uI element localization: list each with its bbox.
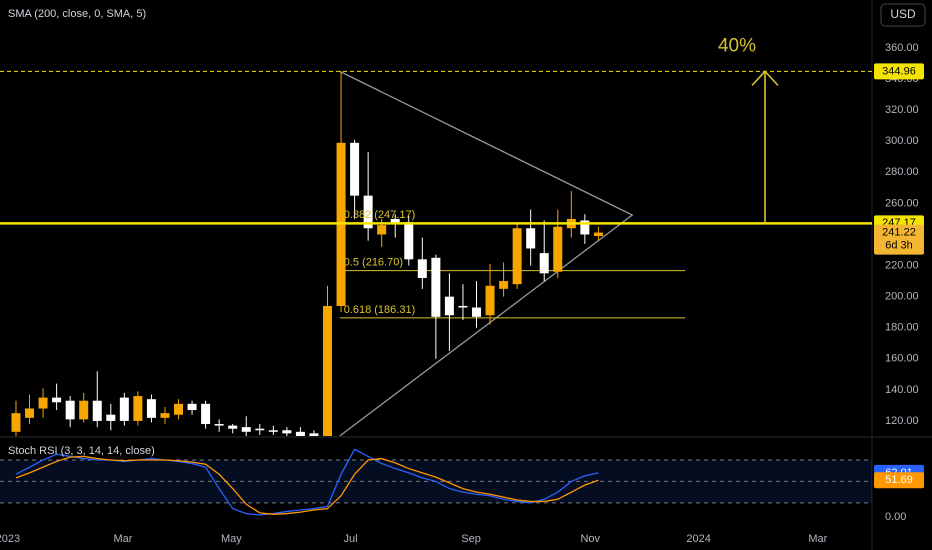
y-tick-label: 220.00 [885, 259, 919, 271]
x-tick-label: Mar [114, 533, 133, 545]
candle-body [38, 397, 48, 409]
currency-label[interactable]: USD [890, 7, 916, 21]
y-tick-label: 200.00 [885, 291, 919, 303]
countdown-label: 6d 3h [885, 239, 913, 251]
candle-body [512, 228, 522, 285]
candle-body [458, 305, 468, 308]
candle-body [499, 281, 509, 289]
candle-body [323, 305, 333, 436]
price-label-box [874, 63, 924, 80]
last-price-label: 241.22 [882, 226, 916, 238]
candle-body [471, 307, 481, 317]
candle-body [52, 397, 62, 403]
currency-button[interactable] [880, 3, 926, 27]
fib-label: 0.618 (186.31) [344, 304, 416, 316]
candle-body [25, 408, 35, 418]
candle-body [526, 228, 536, 249]
candle-body [431, 257, 441, 317]
candle-body [390, 218, 400, 224]
y-tick-label: 360.00 [885, 42, 919, 54]
candle-body [593, 232, 603, 237]
x-tick-label: 2024 [686, 533, 710, 545]
candle-body [146, 399, 156, 418]
target-label: 40% [718, 35, 756, 56]
triangle [339, 70, 634, 436]
candle-body [255, 428, 265, 431]
candle-body [11, 413, 21, 432]
candle-body [106, 414, 116, 421]
candle-body [228, 425, 238, 429]
y-tick-label: 320.00 [885, 104, 919, 116]
candle-body [65, 400, 75, 420]
x-tick-label: Mar [808, 533, 827, 545]
y-tick-label: 260.00 [885, 197, 919, 209]
candle-body [580, 220, 590, 235]
x-tick-label: May [221, 533, 242, 545]
candle-body [553, 226, 563, 272]
candle-body [79, 400, 89, 420]
x-tick-label: Sep [461, 533, 481, 545]
candle-body [201, 403, 211, 425]
candle-body [133, 396, 143, 421]
candle-body [187, 403, 197, 411]
x-tick-label: Nov [580, 533, 600, 545]
candle-body [377, 225, 387, 235]
y-tick-label: 280.00 [885, 166, 919, 178]
candle-body [282, 430, 292, 434]
price-label: 344.96 [882, 65, 916, 77]
candle-body [350, 142, 360, 196]
candle-body [444, 296, 454, 316]
price-pane: 0.382 (247.17) 0.5 (216.70) 0.618 (186.31)… [0, 35, 872, 436]
value-label-box [874, 472, 924, 489]
candle-body [309, 433, 319, 436]
indicator-label: SMA (200, close, 0, SMA, 5) [8, 8, 146, 20]
candle-body [417, 259, 427, 278]
candle-body [363, 195, 373, 229]
candle-body [119, 397, 129, 421]
x-tick-label: 2023 [0, 533, 20, 545]
candle-body [539, 253, 549, 274]
last-price-box [874, 224, 924, 255]
y-tick-label: 160.00 [885, 353, 919, 365]
x-tick-label: Jul [344, 533, 358, 545]
value-label: 51.69 [885, 474, 913, 486]
candle-body [404, 222, 414, 260]
stoch-line [15, 455, 599, 515]
candle-body [174, 403, 184, 415]
fib-label: 0.5 (216.70) [344, 257, 403, 269]
candle-body [295, 431, 305, 436]
stoch-pane [0, 448, 872, 516]
candle-body [268, 430, 278, 432]
candle-body [485, 285, 495, 316]
y-tick-label: 300.00 [885, 135, 919, 147]
y-tick-label: 140.00 [885, 384, 919, 396]
y-tick-label: 0.00 [885, 511, 906, 523]
candle-body [241, 427, 251, 432]
y-tick-label: 120.00 [885, 415, 919, 427]
overlay: 120.00140.00160.00180.00200.00220.00240.… [0, 42, 924, 545]
candle-body [92, 400, 102, 421]
candle-body [214, 424, 224, 426]
fib-label: 0.382 (247.17) [344, 209, 416, 221]
y-tick-label: 180.00 [885, 322, 919, 334]
stoch-title: Stoch RSI (3, 3, 14, 14, close) [8, 445, 155, 457]
arrow-head [751, 70, 779, 86]
candle-body [160, 413, 170, 418]
